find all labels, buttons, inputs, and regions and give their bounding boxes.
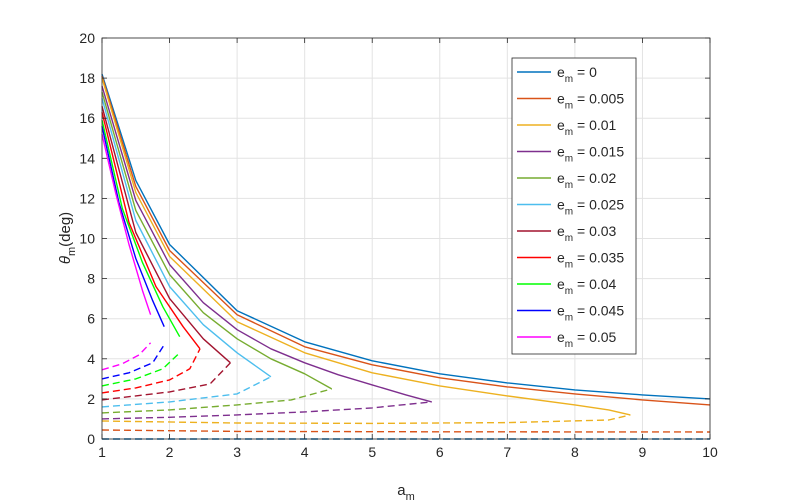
series-solid-line [101,73,711,400]
y-tick-label: 12 [79,190,95,206]
y-tick-label: 18 [79,70,95,86]
series-dashed-line [101,342,152,371]
series-solid-line [101,91,333,390]
x-tick-label: 3 [233,444,241,460]
x-tick-label: 10 [702,444,718,460]
y-tick-label: 2 [87,391,95,407]
y-tick-label: 16 [79,110,95,126]
series-dashed-line [101,352,181,387]
legend-label: em = 0.015 [557,144,624,165]
legend-label: em = 0.05 [557,329,617,350]
y-tick-label: 4 [87,351,95,367]
series-dashed-line [101,376,272,408]
series-lines [101,73,711,440]
series-solid-line [101,106,231,364]
x-tick-label: 1 [98,444,106,460]
y-tick-label: 10 [79,231,95,247]
series-dashed-line [101,414,631,425]
series-solid-line [101,134,152,315]
legend-label: em = 0.005 [557,91,624,112]
x-tick-label: 5 [368,444,376,460]
x-axis-label: am [397,482,415,502]
x-tick-label: 8 [571,444,579,460]
series-dashed-line [101,401,432,420]
y-tick-label: 20 [79,30,95,46]
y-tick-label: 8 [87,271,95,287]
y-tick-label: 0 [87,431,95,447]
series-dashed-line [101,388,332,414]
x-tick-label: 7 [503,444,511,460]
y-axis-label: θm(deg) [57,212,78,264]
legend-label: em = 0.045 [557,303,624,324]
x-tick-label: 2 [166,444,174,460]
y-tick-label: 6 [87,311,95,327]
series-solid-line [101,120,181,338]
legend-label: em = 0.01 [557,117,617,138]
legend-label: em = 0.025 [557,197,624,218]
series-dashed-line [101,344,165,380]
legend-label: em = 0 [557,64,597,85]
legend-label: em = 0.03 [557,223,617,244]
legend-label: em = 0.02 [557,170,617,191]
series-solid-line [101,75,711,406]
series-solid-line [101,85,432,403]
x-tick-label: 9 [639,444,647,460]
legend: em = 0 em = 0.005 em = 0.01 em = 0.015 em = … [511,57,637,355]
legend-label: em = 0.04 [557,276,617,297]
x-tick-label: 6 [436,444,444,460]
series-solid-line [101,112,201,350]
series-solid-line [101,126,165,327]
series-dashed-line [101,429,711,433]
series-solid-line [101,77,631,416]
legend-box [511,57,637,355]
series-solid-line [101,98,272,378]
y-tick-label: 14 [79,150,95,166]
series-dashed-line [101,348,201,394]
legend-label: em = 0.035 [557,250,624,271]
x-tick-label: 4 [301,444,309,460]
series-dashed-line [101,362,231,401]
